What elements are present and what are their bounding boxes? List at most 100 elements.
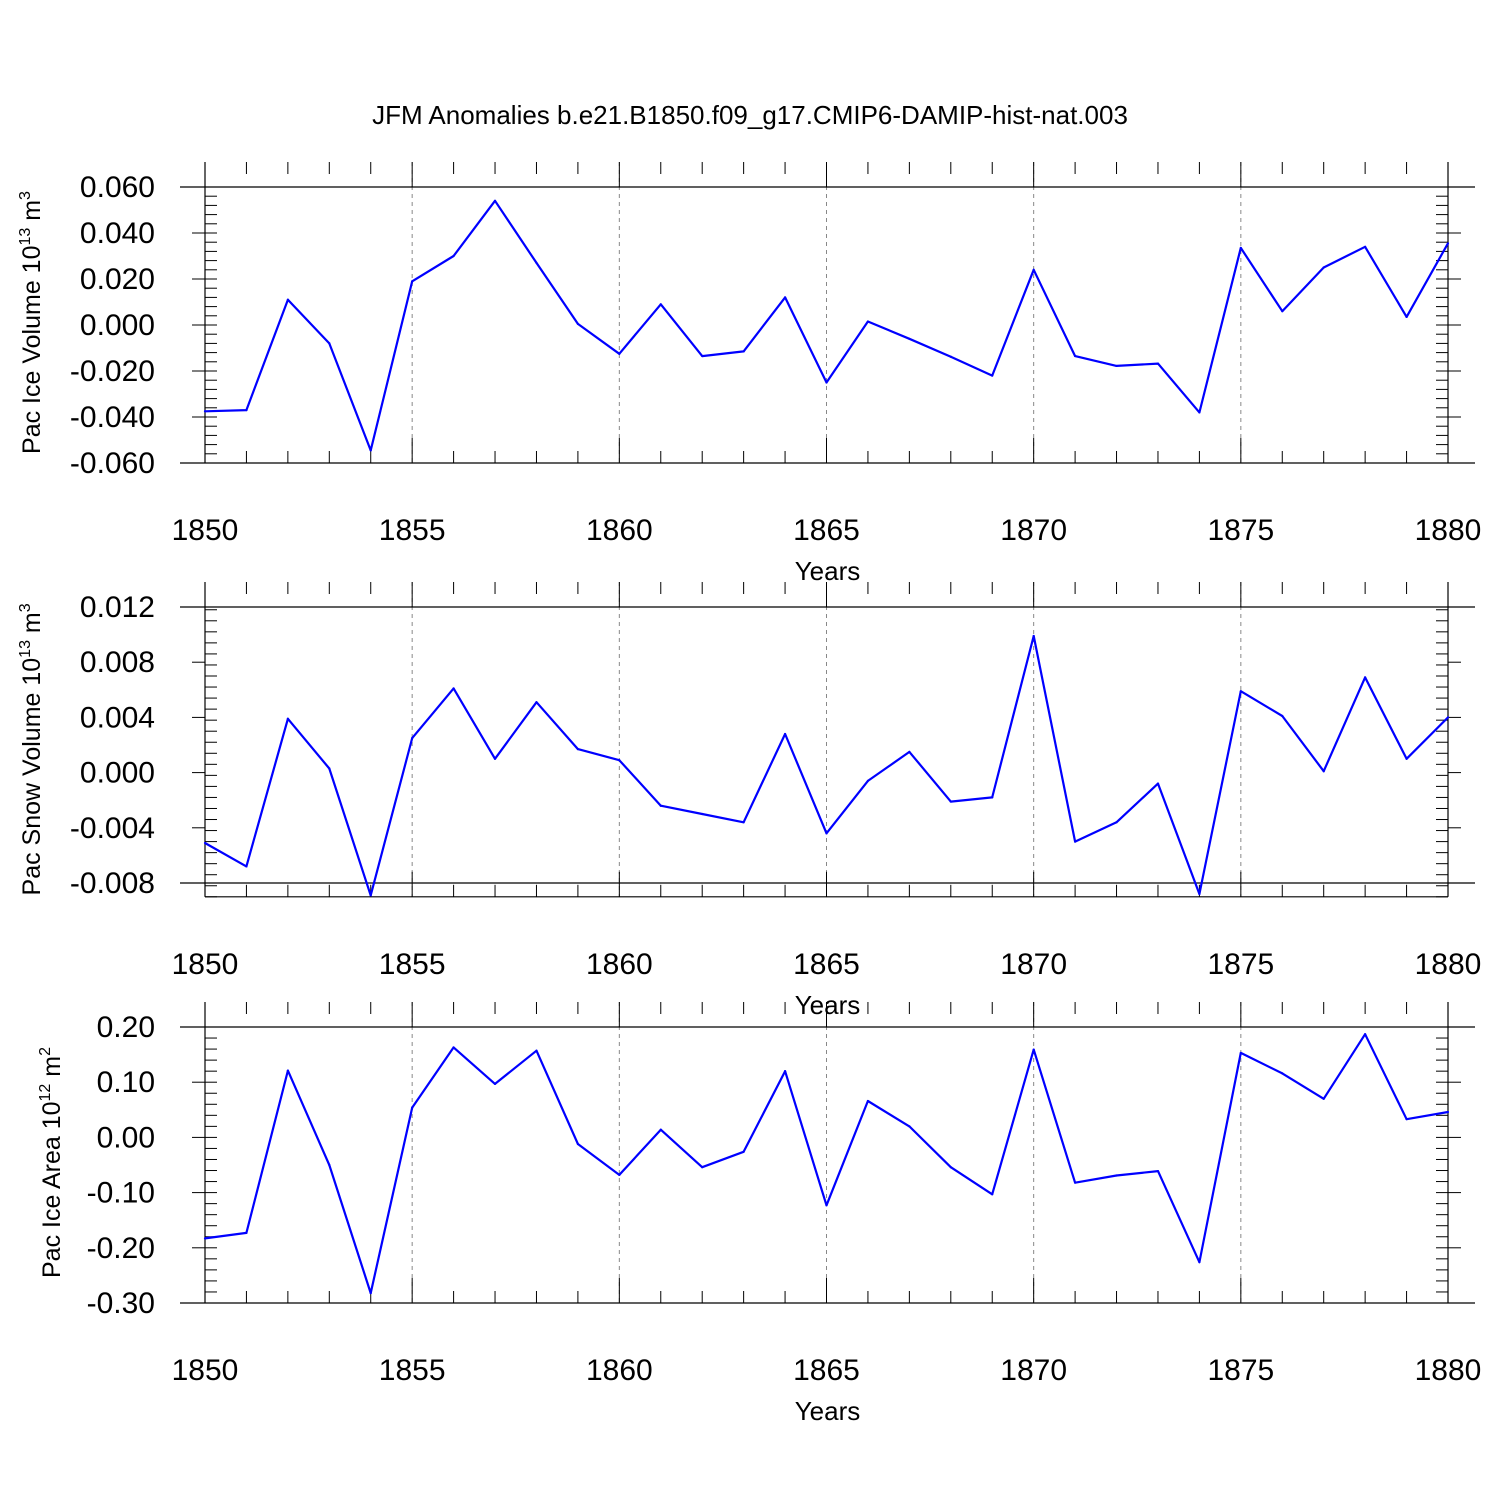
data-point: [618, 759, 621, 762]
x-tick-label: 1855: [379, 1354, 446, 1387]
x-tick-label: 1865: [793, 948, 860, 981]
data-point: [866, 320, 870, 323]
data-point: [1239, 1051, 1242, 1055]
data-point: [576, 748, 580, 751]
data-point: [825, 1204, 828, 1207]
data-point: [328, 342, 331, 345]
data-point: [783, 732, 787, 736]
data-point: [701, 812, 704, 816]
y-tick-label: 0.012: [80, 591, 155, 624]
data-point: [369, 1291, 372, 1295]
data-point: [1074, 354, 1077, 358]
y-tick-label: -0.30: [87, 1287, 155, 1320]
data-point: [452, 687, 455, 690]
data-point: [949, 1166, 952, 1169]
data-point: [245, 1231, 248, 1234]
data-point: [1032, 268, 1035, 271]
data-point: [452, 1046, 455, 1049]
data-point: [742, 821, 745, 824]
data-point: [1156, 1169, 1160, 1173]
data-point: [286, 298, 289, 301]
x-tick-label: 1870: [1000, 514, 1067, 547]
data-point: [1239, 246, 1242, 250]
data-point: [493, 1082, 497, 1085]
data-point: [245, 865, 248, 868]
data-point: [908, 1125, 911, 1128]
data-point: [659, 1128, 662, 1131]
data-point: [1364, 1033, 1367, 1036]
y-tick-label: 0.000: [80, 309, 155, 342]
x-tick-label: 1865: [793, 514, 860, 547]
x-tick-label: 1860: [586, 1354, 653, 1387]
x-tick-label: 1875: [1207, 948, 1274, 981]
y-tick-label: 0.020: [80, 263, 155, 296]
data-point: [659, 804, 662, 807]
y-tick-label: 0.040: [80, 217, 155, 250]
data-point: [701, 1166, 704, 1169]
y-tick-label: 0.00: [97, 1121, 155, 1154]
data-point: [1115, 1174, 1118, 1177]
data-point: [1322, 1097, 1325, 1100]
data-point: [991, 374, 994, 377]
data-point: [203, 841, 207, 845]
data-point: [991, 796, 994, 799]
data-point: [576, 322, 580, 325]
data-point: [1446, 716, 1450, 719]
data-point: [1156, 362, 1160, 365]
data-point: [1239, 690, 1242, 693]
data-point: [245, 409, 248, 412]
data-point: [1032, 634, 1035, 638]
figure-title: JFM Anomalies b.e21.B1850.f09_g17.CMIP6-…: [372, 100, 1128, 130]
data-point: [1446, 1110, 1450, 1114]
x-tick-label: 1880: [1415, 948, 1482, 981]
data-point: [493, 199, 497, 202]
data-point: [369, 449, 372, 452]
data-point: [286, 1069, 289, 1072]
data-point: [866, 1099, 870, 1103]
data-point: [1446, 242, 1450, 245]
data-point: [1364, 245, 1367, 248]
y-tick-label: -0.10: [87, 1177, 155, 1210]
y-axis-label: Pac Ice Area 1012 m2: [37, 1047, 66, 1278]
data-point: [1156, 782, 1160, 785]
data-point: [908, 337, 911, 340]
x-tick-label: 1870: [1000, 948, 1067, 981]
data-point: [618, 352, 621, 355]
data-point: [618, 1173, 621, 1177]
y-tick-label: 0.20: [97, 1011, 155, 1044]
chart-panel-2: -0.008 -0.004 0.000 0.004 0.008 0.012 1850 1855…: [17, 582, 1481, 1020]
chart-panel-1: -0.060 -0.040 -0.020 0.000 0.020 0.040 0.060 18…: [17, 162, 1481, 586]
data-point: [576, 1142, 580, 1146]
x-tick-label: 1860: [586, 514, 653, 547]
y-tick-label: -0.060: [70, 447, 155, 480]
x-tick-label: 1850: [172, 948, 239, 981]
y-tick-label: 0.004: [80, 701, 155, 734]
data-point: [949, 355, 952, 358]
data-point: [949, 800, 952, 803]
x-tick-label: 1880: [1415, 1354, 1482, 1387]
data-point: [1074, 840, 1077, 843]
data-point: [493, 757, 497, 760]
data-point: [411, 280, 414, 283]
x-tick-label: 1865: [793, 1354, 860, 1387]
data-point: [203, 410, 207, 413]
y-tick-label: 0.000: [80, 757, 155, 790]
data-point: [1032, 1048, 1035, 1051]
data-point: [1405, 757, 1408, 760]
data-point: [1322, 770, 1325, 773]
chart-panel-3: -0.30 -0.20 -0.10 0.00 0.10 0.20 1850 1855 1860 1…: [37, 1002, 1481, 1426]
x-axis-label: Years: [795, 990, 861, 1020]
data-point: [659, 303, 662, 306]
data-point: [1198, 411, 1201, 414]
y-tick-label: 0.060: [80, 171, 155, 204]
data-point: [1405, 315, 1408, 319]
data-point: [1115, 364, 1118, 368]
x-tick-label: 1860: [586, 948, 653, 981]
y-tick-label: -0.004: [70, 812, 155, 845]
data-point: [908, 750, 911, 754]
y-tick-label: 0.008: [80, 646, 155, 679]
y-tick-label: -0.20: [87, 1232, 155, 1265]
data-point: [783, 296, 787, 299]
data-point: [535, 261, 538, 264]
